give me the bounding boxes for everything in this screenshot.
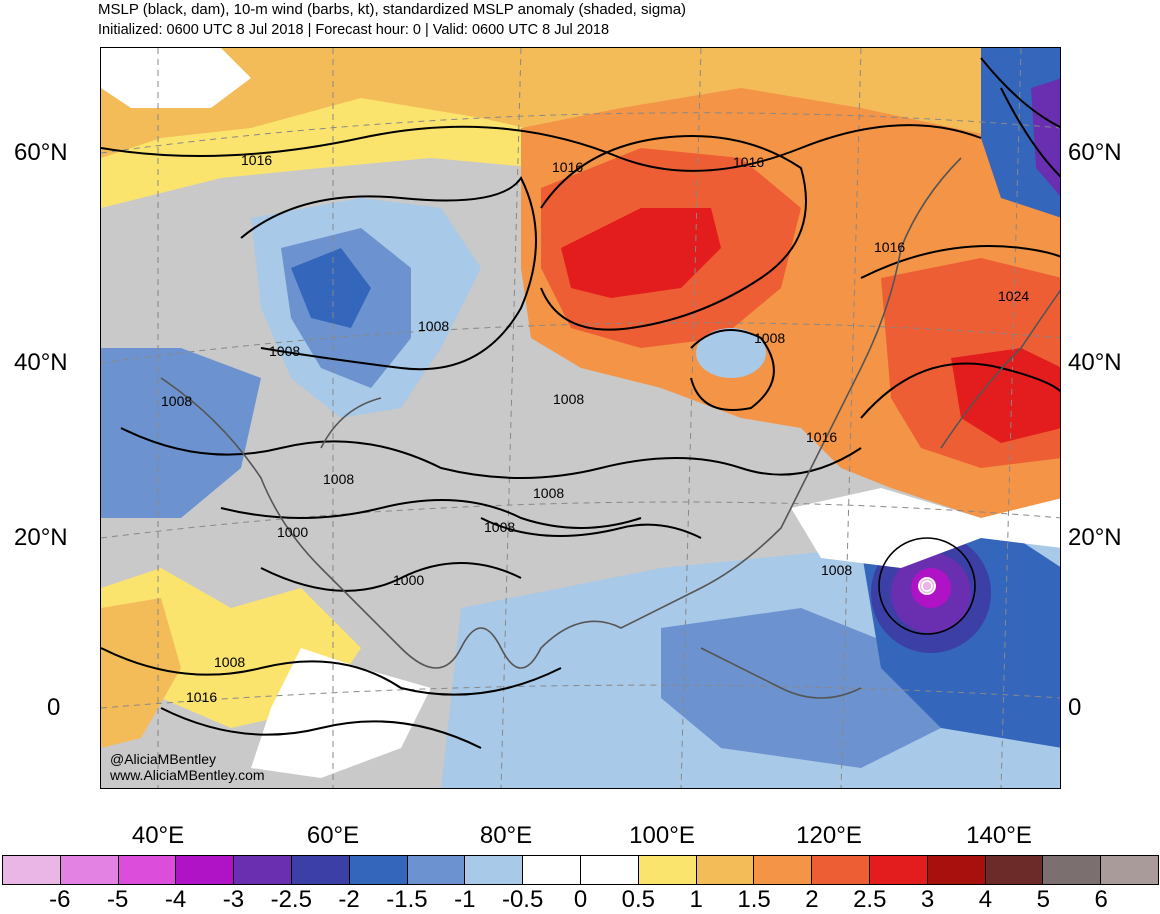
- map-canvas: 1016 1016 1016 1016 1024 1008 1008 1008 …: [101, 48, 1060, 788]
- colorbar-label: -3: [222, 886, 245, 913]
- contour-label: 1008: [161, 393, 192, 409]
- contour-label: 1008: [418, 318, 449, 334]
- map-title: MSLP (black, dam), 10-m wind (barbs, kt)…: [98, 1, 687, 18]
- lon-label-60e: 60°E: [306, 822, 360, 849]
- lon-label-140e: 140°E: [966, 822, 1032, 849]
- colorbar: [2, 855, 1159, 885]
- colorbar-label: -1.5: [386, 886, 428, 913]
- colorbar-swatch: [1101, 856, 1158, 884]
- contour-label: 1008: [821, 562, 852, 578]
- contour-label: 1008: [269, 343, 300, 359]
- colorbar-swatch: [291, 856, 350, 884]
- colorbar-label: 6: [1094, 886, 1108, 913]
- contour-label: 1008: [323, 471, 354, 487]
- colorbar-swatch: [1043, 856, 1102, 884]
- lon-label-40e: 40°E: [131, 822, 185, 849]
- lat-label-20n-right: 20°N: [1068, 524, 1122, 551]
- colorbar-swatch: [523, 856, 581, 884]
- lat-label-40n-left: 40°N: [14, 349, 68, 376]
- colorbar-label: 1: [689, 886, 703, 913]
- contour-label: 1016: [552, 159, 583, 175]
- lat-label-0-left: 0: [47, 694, 61, 721]
- colorbar-swatch: [927, 856, 986, 884]
- colorbar-label: -2: [338, 886, 360, 913]
- anomaly-west-blue: [101, 348, 261, 518]
- contour-label: 1000: [277, 524, 308, 540]
- contour-label: 1000: [393, 572, 424, 588]
- colorbar-swatch: [754, 856, 813, 884]
- colorbar-label: -2.5: [270, 886, 312, 913]
- colorbar-swatch: [60, 856, 119, 884]
- colorbar-label: -1: [454, 886, 476, 913]
- anomaly-eastasia-red: [561, 208, 721, 298]
- colorbar-swatch: [3, 856, 61, 884]
- lat-label-40n-right: 40°N: [1068, 349, 1122, 376]
- map-panel: 1016 1016 1016 1016 1024 1008 1008 1008 …: [100, 47, 1061, 789]
- colorbar-swatch: [696, 856, 755, 884]
- map-subtitle: Initialized: 0600 UTC 8 Jul 2018 | Forec…: [98, 22, 610, 38]
- lon-label-100e: 100°E: [629, 822, 695, 849]
- colorbar-swatch: [812, 856, 870, 884]
- coastlines: [160, 157, 1060, 699]
- typhoon-contours: [878, 537, 976, 635]
- colorbar-swatch: [407, 856, 466, 884]
- colorbar-swatch: [176, 856, 235, 884]
- anomaly-neutral-white-nw: [101, 48, 251, 108]
- contour-label: 1008: [533, 485, 564, 501]
- colorbar-swatch: [638, 856, 697, 884]
- colorbar-label: -6: [49, 886, 71, 913]
- contour-label: 1016: [186, 689, 217, 705]
- lon-label-120e: 120°E: [796, 822, 862, 849]
- colorbar-label: 4: [978, 886, 993, 913]
- colorbar-label: 2: [805, 886, 819, 913]
- lat-label-60n-left: 60°N: [14, 139, 68, 166]
- colorbar-swatch: [349, 856, 408, 884]
- contour-label: 1016: [241, 152, 272, 168]
- credit-handle: @AliciaMBentley: [110, 751, 217, 767]
- mslp-contours: [101, 57, 1060, 749]
- colorbar-label: -0.5: [501, 886, 544, 913]
- anomaly-neutral-white-sea: [791, 488, 1060, 568]
- anomaly-typhoon-core: [918, 577, 936, 595]
- colorbar-label: -4: [164, 886, 187, 913]
- anomaly-north-warm: [101, 48, 1060, 168]
- anomaly-north-yellow: [101, 98, 571, 208]
- colorbar-label: 0: [573, 886, 588, 913]
- credit-website[interactable]: www.AliciaMBentley.com: [110, 767, 265, 783]
- lon-label-80e: 80°E: [479, 822, 533, 849]
- contour-label: 1016: [806, 429, 837, 445]
- colorbar-label: -5: [107, 886, 129, 913]
- colorbar-label: 5: [1036, 886, 1050, 913]
- contour-label: 1016: [874, 239, 905, 255]
- contour-labels: 1016 1016 1016 1016 1024 1008 1008 1008 …: [161, 152, 1029, 705]
- anomaly-neutral-white-south: [251, 648, 431, 778]
- anomaly-centralasia-darkblue: [291, 248, 371, 328]
- colorbar-label: 2.5: [853, 886, 887, 913]
- contour-label: 1008: [484, 519, 515, 535]
- contour-label: 1008: [754, 330, 785, 346]
- colorbar-swatch: [465, 856, 524, 884]
- contour-label: 1024: [998, 288, 1029, 304]
- colorbar-swatch: [580, 856, 639, 884]
- colorbar-swatch: [118, 856, 177, 884]
- colorbar-swatch: [869, 856, 928, 884]
- contour-label: 1008: [553, 391, 584, 407]
- colorbar-swatch: [234, 856, 292, 884]
- colorbar-label: 1.5: [737, 886, 771, 913]
- lat-label-20n-left: 20°N: [14, 524, 68, 551]
- anomaly-maritime-blue: [661, 608, 941, 768]
- lat-label-60n-right: 60°N: [1068, 139, 1122, 166]
- lat-label-0-right: 0: [1068, 694, 1082, 721]
- anomaly-japan-red: [951, 348, 1060, 443]
- contour-label: 1008: [214, 654, 245, 670]
- contour-label: 1016: [733, 154, 764, 170]
- anomaly-okhotsk-purple: [1031, 78, 1060, 196]
- colorbar-label: 0.5: [621, 886, 656, 913]
- anomaly-mongolia-blue: [696, 328, 766, 378]
- colorbar-label: 3: [920, 886, 935, 913]
- anomaly-africa-orange: [101, 598, 181, 748]
- colorbar-swatch: [985, 856, 1044, 884]
